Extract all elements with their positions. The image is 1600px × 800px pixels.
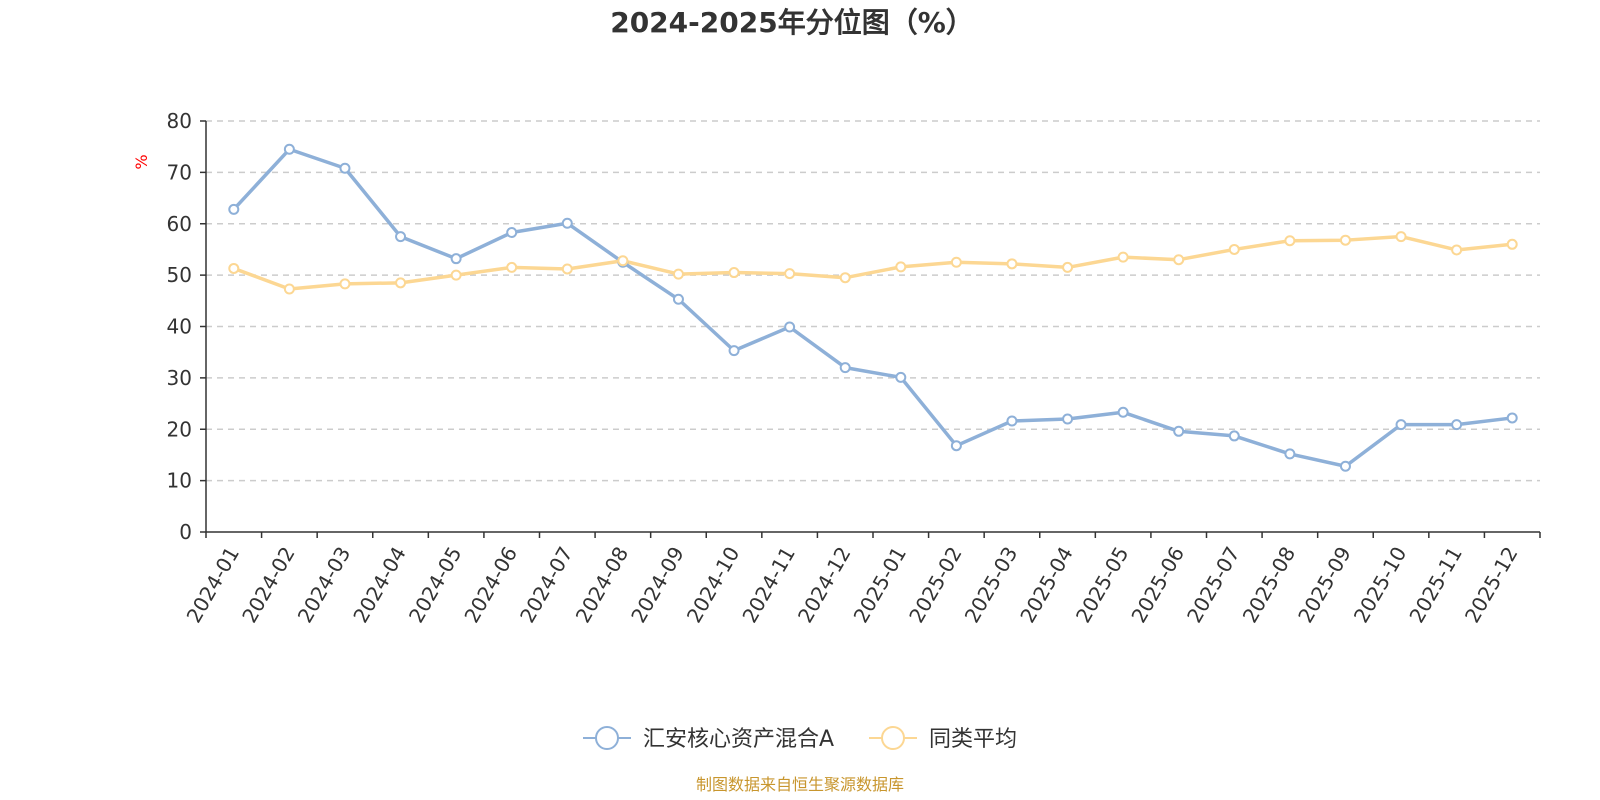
data-point xyxy=(283,143,295,155)
legend: 汇安核心资产混合A 同类平均 xyxy=(583,726,1017,752)
grid-lines xyxy=(206,120,1540,482)
data-point xyxy=(1339,234,1351,246)
data-point xyxy=(895,371,907,383)
data-point xyxy=(1506,412,1518,424)
series-lines xyxy=(228,143,1518,472)
data-point xyxy=(617,255,629,267)
data-point xyxy=(784,321,796,333)
data-point xyxy=(506,226,518,238)
data-point xyxy=(339,162,351,174)
y-axis-unit-label: % xyxy=(132,154,151,169)
data-point xyxy=(1228,243,1240,255)
data-point xyxy=(1006,415,1018,427)
data-point xyxy=(1006,258,1018,270)
series-1 xyxy=(232,234,1514,291)
data-point xyxy=(1117,251,1129,263)
data-point xyxy=(228,262,240,274)
y-tick-label: 70 xyxy=(167,160,192,184)
x-tick-label: 2024-03 xyxy=(293,543,356,627)
y-tick-label: 10 xyxy=(167,469,192,493)
data-point xyxy=(561,263,573,275)
data-point xyxy=(1117,406,1129,418)
legend-label: 同类平均 xyxy=(929,727,1017,752)
legend-marker xyxy=(595,726,619,750)
data-point xyxy=(395,277,407,289)
y-tick-label: 30 xyxy=(167,366,192,390)
x-tick-label: 2024-08 xyxy=(571,543,634,627)
data-point xyxy=(1173,254,1185,266)
data-point xyxy=(839,362,851,374)
data-point xyxy=(1451,419,1463,431)
x-tick-label: 2024-04 xyxy=(348,543,411,627)
data-point xyxy=(672,293,684,305)
x-tick-label: 2025-05 xyxy=(1071,543,1134,627)
data-point xyxy=(1284,235,1296,247)
data-point xyxy=(1506,238,1518,250)
data-point xyxy=(1451,244,1463,256)
x-tick-label: 2025-08 xyxy=(1238,543,1301,627)
data-point xyxy=(728,267,740,279)
y-tick-label: 40 xyxy=(167,315,192,339)
x-tick-label: 2025-10 xyxy=(1349,543,1412,627)
data-point xyxy=(950,440,962,452)
x-tick-label: 2024-12 xyxy=(793,543,856,627)
x-tick-label: 2025-04 xyxy=(1015,543,1078,627)
x-tick-label: 2024-09 xyxy=(626,543,689,627)
series-line xyxy=(232,147,1514,468)
data-point xyxy=(839,272,851,284)
data-point xyxy=(1062,413,1074,425)
data-point xyxy=(950,256,962,268)
x-tick-label: 2024-02 xyxy=(237,543,300,627)
data-point xyxy=(1228,430,1240,442)
data-point xyxy=(672,268,684,280)
data-point xyxy=(728,345,740,357)
data-point xyxy=(450,269,462,281)
x-tick-label: 2024-05 xyxy=(404,543,467,627)
data-point xyxy=(895,261,907,273)
x-tick-label: 2025-02 xyxy=(904,543,967,627)
x-tick-label: 2025-01 xyxy=(849,543,912,627)
x-tick-label: 2024-10 xyxy=(682,543,745,627)
y-tick-label: 50 xyxy=(167,263,192,287)
data-point xyxy=(339,278,351,290)
y-tick-label: 20 xyxy=(167,417,192,441)
data-point xyxy=(1395,419,1407,431)
data-point xyxy=(561,217,573,229)
chart-title: 2024-2025年分位图（%） xyxy=(610,6,974,39)
legend-marker xyxy=(881,726,905,750)
data-point xyxy=(506,261,518,273)
series-points-0 xyxy=(228,143,1518,472)
series-points-1 xyxy=(228,231,1518,295)
x-tick-label: 2025-06 xyxy=(1126,543,1189,627)
x-tick-label: 2025-12 xyxy=(1460,543,1523,627)
data-point xyxy=(1395,231,1407,243)
data-point xyxy=(784,268,796,280)
data-point xyxy=(1062,261,1074,273)
y-tick-label: 80 xyxy=(167,109,192,133)
x-tick-label: 2024-11 xyxy=(737,543,800,627)
y-tick-label: 0 xyxy=(179,520,192,544)
x-tick-label: 2025-11 xyxy=(1404,543,1467,627)
data-point xyxy=(228,203,240,215)
x-tick-label: 2025-07 xyxy=(1182,543,1245,627)
legend-item-0: 汇安核心资产混合A xyxy=(583,726,834,752)
data-point xyxy=(450,253,462,265)
data-point xyxy=(1284,448,1296,460)
data-point xyxy=(1173,425,1185,437)
x-tick-label: 2024-06 xyxy=(459,543,522,627)
data-source-note: 制图数据来自恒生聚源数据库 xyxy=(696,775,904,794)
data-point xyxy=(1339,460,1351,472)
data-point xyxy=(395,231,407,243)
series-0 xyxy=(232,147,1514,468)
x-tick-label: 2024-01 xyxy=(182,543,245,627)
legend-item-1: 同类平均 xyxy=(869,726,1017,752)
data-point xyxy=(283,283,295,295)
x-tick-label: 2025-03 xyxy=(960,543,1023,627)
x-tick-label: 2024-07 xyxy=(515,543,578,627)
legend-label: 汇安核心资产混合A xyxy=(643,727,834,752)
y-tick-label: 60 xyxy=(167,212,192,236)
series-line xyxy=(232,234,1514,291)
x-tick-label: 2025-09 xyxy=(1293,543,1356,627)
